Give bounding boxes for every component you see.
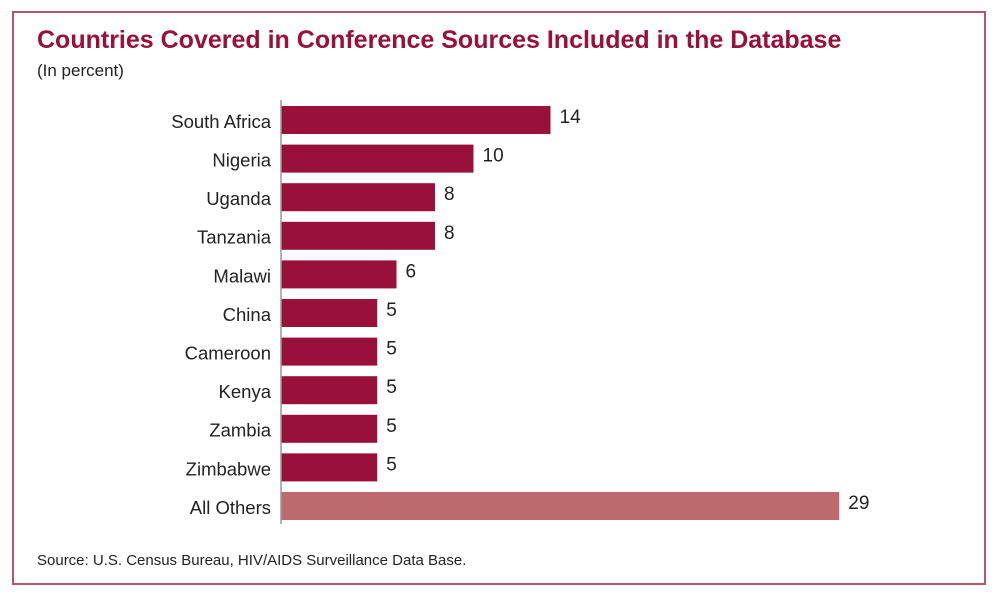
category-label: Zimbabwe [186, 458, 271, 479]
bar-zimbabwe [281, 453, 378, 482]
category-label: South Africa [171, 111, 271, 132]
bars-layer: South Africa 14 Nigeria 10 Uganda 8 Tanzania 8 M… [171, 106, 869, 520]
category-label: Kenya [219, 381, 272, 402]
bar-south-africa [281, 106, 551, 134]
value-label: 14 [560, 107, 582, 128]
bar-kenya [281, 376, 378, 405]
value-label: 29 [848, 493, 869, 514]
value-label: 8 [444, 184, 455, 205]
category-label: Zambia [209, 420, 271, 441]
value-label: 5 [386, 377, 397, 398]
value-label: 6 [406, 261, 417, 282]
category-label: Uganda [206, 188, 272, 209]
category-label: Nigeria [212, 149, 271, 170]
bar-nigeria [281, 144, 474, 173]
category-label: Malawi [213, 265, 271, 286]
value-label: 10 [483, 146, 504, 167]
bar-zambia [281, 414, 378, 443]
category-label: All Others [190, 497, 271, 518]
category-label: Tanzania [197, 227, 272, 248]
value-label: 5 [386, 454, 397, 475]
bar-china [281, 299, 378, 327]
value-label: 5 [386, 339, 397, 360]
bar-tanzania [281, 221, 435, 250]
bar-cameroon [281, 337, 378, 366]
value-label: 8 [444, 223, 455, 244]
category-label: Cameroon [185, 342, 271, 363]
bar-uganda [281, 183, 435, 212]
chart-title: Countries Covered in Conference Sources … [37, 26, 842, 54]
source-note: Source: U.S. Census Bureau, HIV/AIDS Sur… [37, 552, 467, 569]
chart-subtitle: (In percent) [37, 61, 124, 80]
value-label: 5 [386, 416, 397, 437]
bar-all-others [281, 492, 840, 520]
bar-malawi [281, 260, 397, 289]
value-label: 5 [386, 300, 397, 321]
chart-frame [12, 11, 986, 585]
category-label: China [223, 304, 272, 325]
